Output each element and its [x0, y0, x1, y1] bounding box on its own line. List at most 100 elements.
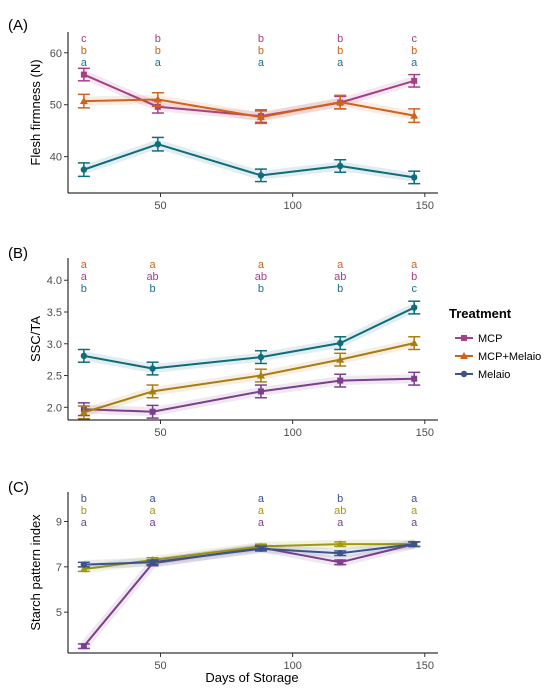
significance-letter: c: [81, 33, 87, 45]
y-tick-label: 4.0: [47, 275, 62, 287]
legend-entry: MCP: [455, 333, 502, 345]
data-point: [411, 540, 418, 548]
data-point: [411, 375, 418, 382]
data-point: [337, 339, 344, 347]
data-point: [337, 559, 344, 566]
x-tick-label: 50: [154, 660, 166, 672]
data-point: [336, 355, 345, 363]
significance-letter: b: [81, 283, 87, 295]
significance-letter: a: [337, 57, 344, 69]
data-point: [411, 77, 418, 84]
series-mcp-melaio: [77, 92, 421, 125]
series-melaio: [77, 539, 421, 570]
legend-key-marker: [460, 370, 468, 378]
legend-label: MCP+Melaio: [478, 351, 541, 363]
significance-letter: b: [337, 33, 343, 45]
significance-letter: a: [411, 57, 418, 69]
significance-letter: b: [81, 45, 87, 57]
legend-label: MCP: [478, 333, 502, 345]
legend-title: Treatment: [449, 306, 512, 321]
data-point: [257, 388, 264, 395]
series-mcp: [77, 539, 421, 650]
legend-label: Melaio: [478, 369, 510, 381]
significance-letter: a: [81, 271, 88, 283]
significance-letter: a: [81, 259, 88, 271]
significance-letter: a: [411, 517, 418, 529]
significance-letter: ab: [334, 271, 346, 283]
panel-label: (A): [8, 17, 28, 34]
y-tick-label: 7: [56, 562, 62, 574]
legend: Treatment MCP MCP+Melaio Melaio: [449, 306, 541, 381]
data-point: [79, 408, 88, 416]
legend-key-marker: [461, 335, 467, 341]
data-point: [153, 95, 162, 103]
y-tick-label: 40: [50, 152, 62, 164]
data-point: [410, 111, 419, 119]
series-halo: [83, 303, 417, 374]
significance-letter: a: [150, 505, 157, 517]
significance-letter: ab: [146, 271, 158, 283]
y-tick-label: 50: [50, 100, 62, 112]
significance-letter: b: [150, 283, 156, 295]
significance-letter: b: [337, 45, 343, 57]
significance-letter: b: [337, 283, 343, 295]
significance-letter: b: [258, 33, 264, 45]
significance-letter: a: [411, 505, 418, 517]
x-tick-label: 50: [154, 427, 166, 439]
significance-letter: a: [411, 493, 418, 505]
series-melaio: [77, 300, 421, 376]
panel-label: (B): [8, 245, 28, 262]
y-tick-label: 2.5: [47, 371, 62, 383]
data-point: [257, 353, 265, 361]
data-point: [410, 339, 419, 347]
data-point: [336, 540, 345, 548]
y-tick-label: 9: [56, 516, 62, 528]
significance-letter: a: [150, 517, 157, 529]
significance-letter: a: [155, 57, 162, 69]
data-point: [337, 377, 344, 384]
significance-letter: a: [150, 493, 157, 505]
significance-letter: a: [258, 505, 265, 517]
significance-letter: a: [258, 259, 265, 271]
significance-letter: a: [81, 517, 88, 529]
data-point: [257, 172, 265, 179]
data-point: [148, 387, 157, 395]
legend-entry: Melaio: [455, 369, 510, 381]
x-axis-title: Days of Storage: [205, 670, 298, 685]
significance-letter: c: [411, 33, 417, 45]
y-tick-label: 60: [50, 48, 62, 60]
data-point: [149, 408, 156, 415]
x-tick-label: 100: [283, 660, 301, 672]
significance-letter: a: [150, 259, 157, 271]
data-point: [411, 174, 418, 181]
significance-letter: a: [337, 517, 344, 529]
series-mcp: [77, 371, 421, 419]
y-tick-label: 3.5: [47, 307, 62, 319]
data-point: [154, 140, 162, 148]
y-axis-title: Flesh firmness (N): [28, 59, 43, 165]
significance-letter: a: [258, 57, 265, 69]
significance-letter: b: [155, 33, 161, 45]
significance-letter: a: [258, 517, 265, 529]
significance-letter: a: [411, 259, 418, 271]
data-point: [257, 545, 265, 552]
data-point: [337, 162, 344, 170]
data-point: [337, 550, 344, 557]
data-point: [80, 71, 87, 78]
y-tick-label: 5: [56, 607, 62, 619]
data-point: [336, 98, 345, 106]
data-point: [79, 97, 88, 105]
series-halo: [83, 539, 415, 570]
significance-letter: b: [258, 45, 264, 57]
data-point: [256, 371, 265, 379]
significance-letter: b: [411, 45, 417, 57]
significance-letter: b: [337, 493, 343, 505]
x-tick-label: 100: [283, 427, 301, 439]
x-tick-label: 50: [154, 200, 166, 212]
legend-key-marker: [460, 352, 468, 359]
significance-letter: b: [258, 283, 264, 295]
